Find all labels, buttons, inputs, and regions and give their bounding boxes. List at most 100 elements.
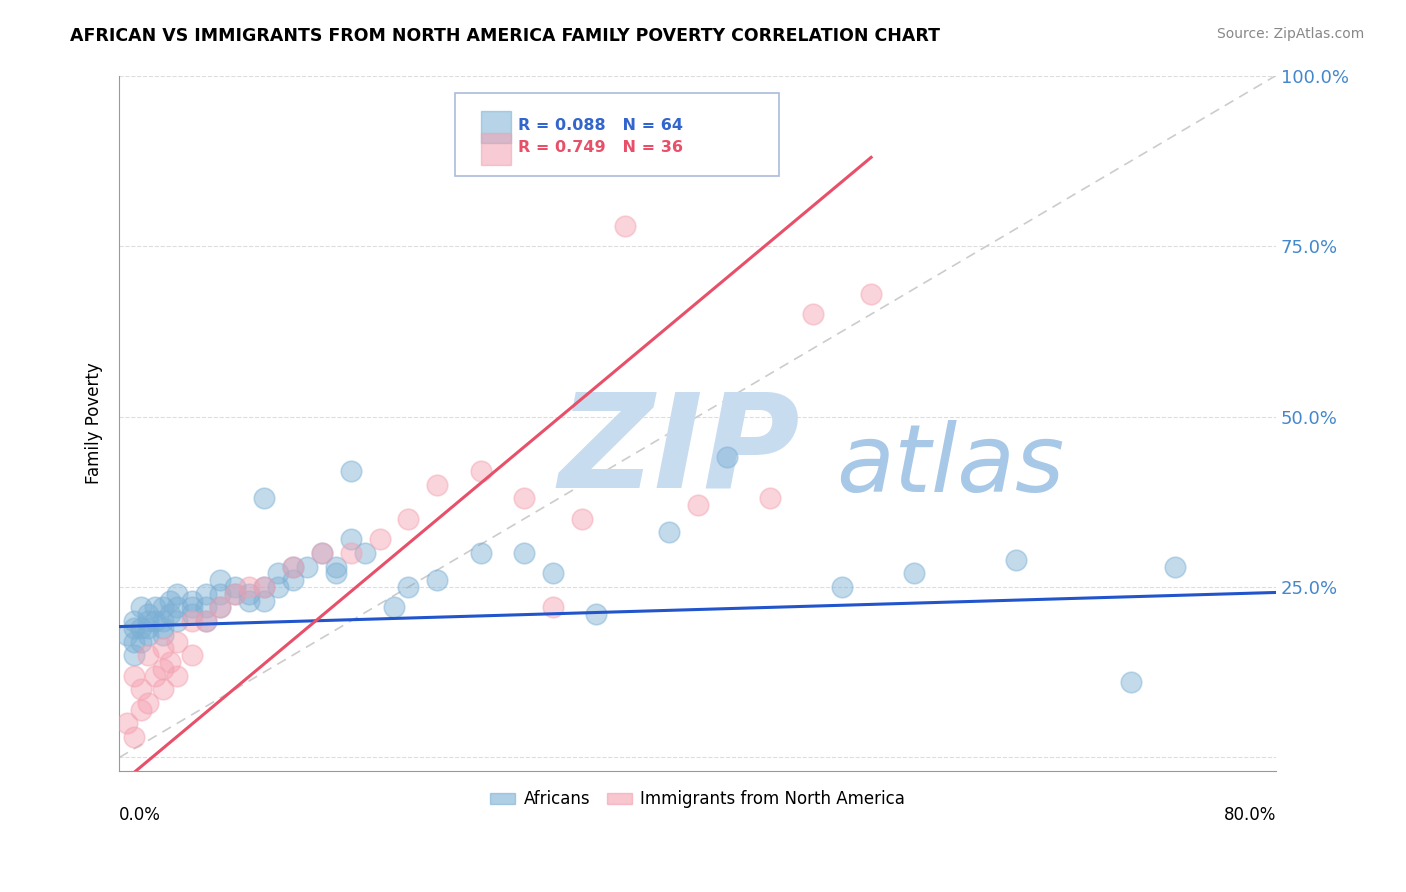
Text: ZIP: ZIP: [558, 388, 800, 515]
Point: [541, 566, 564, 581]
Point: [145, 668, 167, 682]
Point: [224, 580, 246, 594]
Point: [195, 614, 218, 628]
Point: [1164, 559, 1187, 574]
Point: [382, 600, 405, 615]
Text: 80.0%: 80.0%: [1223, 805, 1277, 824]
Point: [129, 600, 152, 615]
Point: [1121, 675, 1143, 690]
Point: [129, 682, 152, 697]
Point: [238, 587, 260, 601]
Point: [159, 593, 181, 607]
Point: [129, 621, 152, 635]
Point: [122, 621, 145, 635]
Text: R = 0.088   N = 64: R = 0.088 N = 64: [519, 118, 683, 133]
Point: [180, 593, 202, 607]
Point: [860, 286, 883, 301]
Point: [166, 614, 188, 628]
Point: [801, 307, 824, 321]
Point: [281, 573, 304, 587]
Point: [122, 634, 145, 648]
Legend: Africans, Immigrants from North America: Africans, Immigrants from North America: [484, 784, 911, 815]
Text: AFRICAN VS IMMIGRANTS FROM NORTH AMERICA FAMILY POVERTY CORRELATION CHART: AFRICAN VS IMMIGRANTS FROM NORTH AMERICA…: [70, 27, 941, 45]
Point: [209, 600, 232, 615]
Text: R = 0.749   N = 36: R = 0.749 N = 36: [519, 140, 683, 155]
Point: [152, 641, 174, 656]
Point: [152, 662, 174, 676]
Point: [152, 614, 174, 628]
Point: [122, 668, 145, 682]
Text: atlas: atlas: [837, 419, 1064, 510]
Point: [470, 546, 492, 560]
Point: [195, 614, 218, 628]
Point: [281, 559, 304, 574]
Point: [136, 628, 159, 642]
Point: [180, 614, 202, 628]
Point: [339, 533, 361, 547]
Point: [122, 648, 145, 663]
Point: [238, 593, 260, 607]
Point: [1004, 552, 1026, 566]
FancyBboxPatch shape: [454, 93, 779, 177]
Point: [339, 464, 361, 478]
Point: [152, 621, 174, 635]
Point: [426, 573, 449, 587]
Point: [224, 587, 246, 601]
Text: Source: ZipAtlas.com: Source: ZipAtlas.com: [1216, 27, 1364, 41]
Point: [180, 607, 202, 622]
Point: [224, 587, 246, 601]
Point: [311, 546, 333, 560]
Point: [209, 600, 232, 615]
Point: [513, 491, 536, 506]
Point: [152, 628, 174, 642]
Point: [903, 566, 925, 581]
Point: [470, 464, 492, 478]
Point: [152, 682, 174, 697]
Point: [297, 559, 319, 574]
Point: [267, 566, 290, 581]
Point: [658, 525, 681, 540]
FancyBboxPatch shape: [481, 111, 512, 143]
Point: [180, 600, 202, 615]
Point: [398, 512, 420, 526]
Text: 0.0%: 0.0%: [120, 805, 162, 824]
Point: [209, 587, 232, 601]
Point: [122, 730, 145, 744]
Point: [311, 546, 333, 560]
Point: [166, 587, 188, 601]
FancyBboxPatch shape: [481, 133, 512, 165]
Point: [136, 696, 159, 710]
Point: [115, 716, 138, 731]
Point: [159, 655, 181, 669]
Point: [136, 607, 159, 622]
Point: [281, 559, 304, 574]
Point: [253, 491, 276, 506]
Point: [122, 614, 145, 628]
Point: [571, 512, 593, 526]
Point: [115, 628, 138, 642]
Point: [253, 580, 276, 594]
Point: [166, 600, 188, 615]
Point: [129, 703, 152, 717]
Point: [195, 600, 218, 615]
Point: [354, 546, 377, 560]
Point: [145, 614, 167, 628]
Point: [614, 219, 637, 233]
Point: [166, 668, 188, 682]
Point: [136, 614, 159, 628]
Point: [238, 580, 260, 594]
Point: [325, 566, 347, 581]
Y-axis label: Family Poverty: Family Poverty: [86, 362, 103, 484]
Point: [716, 450, 738, 465]
Point: [398, 580, 420, 594]
Point: [513, 546, 536, 560]
Point: [145, 600, 167, 615]
Point: [325, 559, 347, 574]
Point: [166, 634, 188, 648]
Point: [209, 573, 232, 587]
Point: [831, 580, 853, 594]
Point: [136, 621, 159, 635]
Point: [129, 634, 152, 648]
Point: [253, 593, 276, 607]
Point: [686, 498, 709, 512]
